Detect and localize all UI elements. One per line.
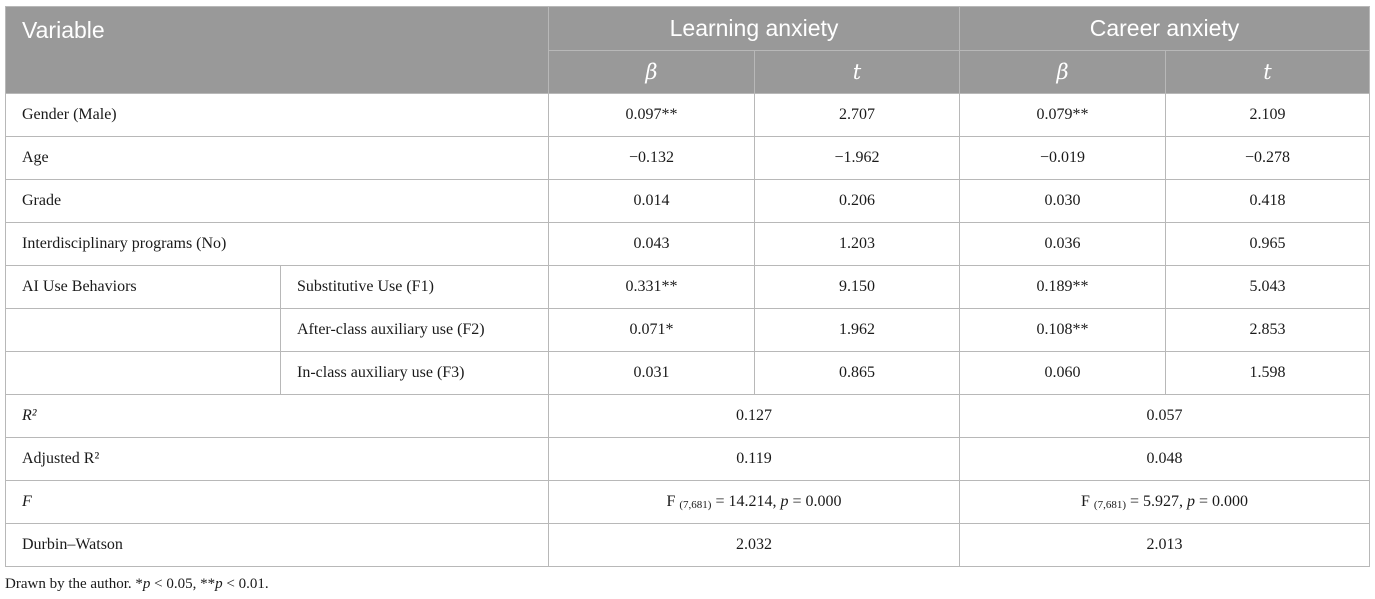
row-sublabel: Substitutive Use (F1): [280, 265, 549, 309]
table-footnote: Drawn by the author. *p < 0.05, **p < 0.…: [5, 576, 269, 593]
career-durbin-watson-value: 2.013: [959, 523, 1371, 567]
f-prefix: F: [666, 493, 676, 510]
f-statistic: = 14.214,: [715, 493, 777, 510]
learning-t-cell: 2.707: [753, 93, 961, 137]
table-row: In-class auxiliary use (F3) 0.031 0.865 …: [5, 351, 1371, 395]
learning-beta-cell: 0.031: [548, 351, 755, 395]
career-beta-cell: 0.079**: [959, 93, 1167, 137]
footnote-p-symbol: p: [215, 576, 223, 592]
header-row-2: β t β t: [6, 50, 1371, 94]
learning-f-value: F (7,681) = 14.214, p = 0.000: [547, 480, 961, 524]
header-learning-beta: β: [548, 50, 755, 94]
stat-row-f: F F (7,681) = 14.214, p = 0.000 F (7,681…: [5, 480, 1371, 524]
durbin-watson-label: Durbin–Watson: [5, 523, 549, 567]
learning-t-cell: 1.203: [753, 222, 961, 266]
header-row-1: Variable Learning anxiety Career anxiety: [5, 6, 1371, 94]
f-prefix: F: [1081, 493, 1090, 510]
p-value: = 0.000: [1199, 493, 1249, 510]
stat-row-durbin-watson: Durbin–Watson 2.032 2.013: [5, 523, 1371, 567]
learning-r2-value: 0.127: [547, 394, 961, 438]
career-t-cell: −0.278: [1165, 136, 1371, 180]
learning-adjusted-r2-value: 0.119: [547, 437, 961, 481]
row-sublabel: In-class auxiliary use (F3): [280, 351, 549, 395]
table-row: Gender (Male) 0.097** 2.707 0.079** 2.10…: [5, 93, 1371, 137]
f-label: F: [5, 480, 549, 524]
p-value: = 0.000: [792, 493, 842, 510]
career-t-cell: 2.853: [1165, 308, 1371, 352]
r2-label: R²: [5, 394, 549, 438]
learning-beta-cell: 0.097**: [548, 93, 755, 137]
career-beta-cell: 0.036: [959, 222, 1167, 266]
header-career-anxiety: Career anxiety: [959, 6, 1371, 51]
row-label: Grade: [5, 179, 549, 223]
table-row: Age −0.132 −1.962 −0.019 −0.278: [5, 136, 1371, 180]
career-beta-cell: 0.189**: [959, 265, 1167, 309]
career-t-cell: 2.109: [1165, 93, 1371, 137]
career-t-cell: 0.965: [1165, 222, 1371, 266]
stat-row-r2: R² 0.127 0.057: [5, 394, 1371, 438]
header-career-t: t: [1165, 50, 1371, 94]
career-beta-cell: 0.108**: [959, 308, 1167, 352]
learning-t-cell: 1.962: [753, 308, 961, 352]
header-career-beta: β: [959, 50, 1167, 94]
career-beta-cell: −0.019: [959, 136, 1167, 180]
row-sublabel: After-class auxiliary use (F2): [280, 308, 549, 352]
footnote-text: Drawn by the author. *: [5, 576, 143, 592]
learning-beta-cell: 0.071*: [548, 308, 755, 352]
row-label: Age: [5, 136, 549, 180]
f-statistic: = 5.927,: [1129, 493, 1184, 510]
career-t-cell: 0.418: [1165, 179, 1371, 223]
table-row: After-class auxiliary use (F2) 0.071* 1.…: [5, 308, 1371, 352]
row-label: Gender (Male): [5, 93, 549, 137]
header-variable: Variable: [5, 6, 549, 94]
table-row: Grade 0.014 0.206 0.030 0.418: [5, 179, 1371, 223]
learning-t-cell: 9.150: [753, 265, 961, 309]
learning-beta-cell: 0.043: [548, 222, 755, 266]
career-beta-cell: 0.060: [959, 351, 1167, 395]
learning-t-cell: 0.206: [753, 179, 961, 223]
career-r2-value: 0.057: [959, 394, 1371, 438]
learning-durbin-watson-value: 2.032: [547, 523, 961, 567]
learning-beta-cell: 0.331**: [548, 265, 755, 309]
table-row: Interdisciplinary programs (No) 0.043 1.…: [5, 222, 1371, 266]
learning-beta-cell: 0.014: [548, 179, 755, 223]
empty-group-cell: [5, 351, 281, 395]
footnote-threshold-1: < 0.05, **: [150, 576, 216, 592]
f-degrees-subscript: (7,681): [679, 499, 712, 511]
career-f-value: F (7,681) = 5.927, p = 0.000: [959, 480, 1371, 524]
stat-row-adjusted-r2: Adjusted R² 0.119 0.048: [5, 437, 1371, 481]
learning-t-cell: 0.865: [753, 351, 961, 395]
p-symbol: p: [1187, 493, 1196, 510]
header-learning-t: t: [753, 50, 961, 94]
table-row: AI Use Behaviors Substitutive Use (F1) 0…: [5, 265, 1371, 309]
empty-group-cell: [5, 308, 281, 352]
career-t-cell: 1.598: [1165, 351, 1371, 395]
f-degrees-subscript: (7,681): [1093, 499, 1126, 511]
career-adjusted-r2-value: 0.048: [959, 437, 1371, 481]
career-t-cell: 5.043: [1165, 265, 1371, 309]
learning-beta-cell: −0.132: [548, 136, 755, 180]
regression-table: Variable Learning anxiety Career anxiety…: [5, 6, 1371, 567]
group-label-ai-use: AI Use Behaviors: [5, 265, 281, 309]
footnote-threshold-2: < 0.01.: [222, 576, 269, 592]
header-learning-anxiety: Learning anxiety: [547, 6, 961, 51]
adjusted-r2-label: Adjusted R²: [5, 437, 549, 481]
p-symbol: p: [780, 493, 789, 510]
row-label: Interdisciplinary programs (No): [5, 222, 549, 266]
footnote-p-symbol: p: [142, 576, 151, 592]
learning-t-cell: −1.962: [753, 136, 961, 180]
career-beta-cell: 0.030: [959, 179, 1167, 223]
